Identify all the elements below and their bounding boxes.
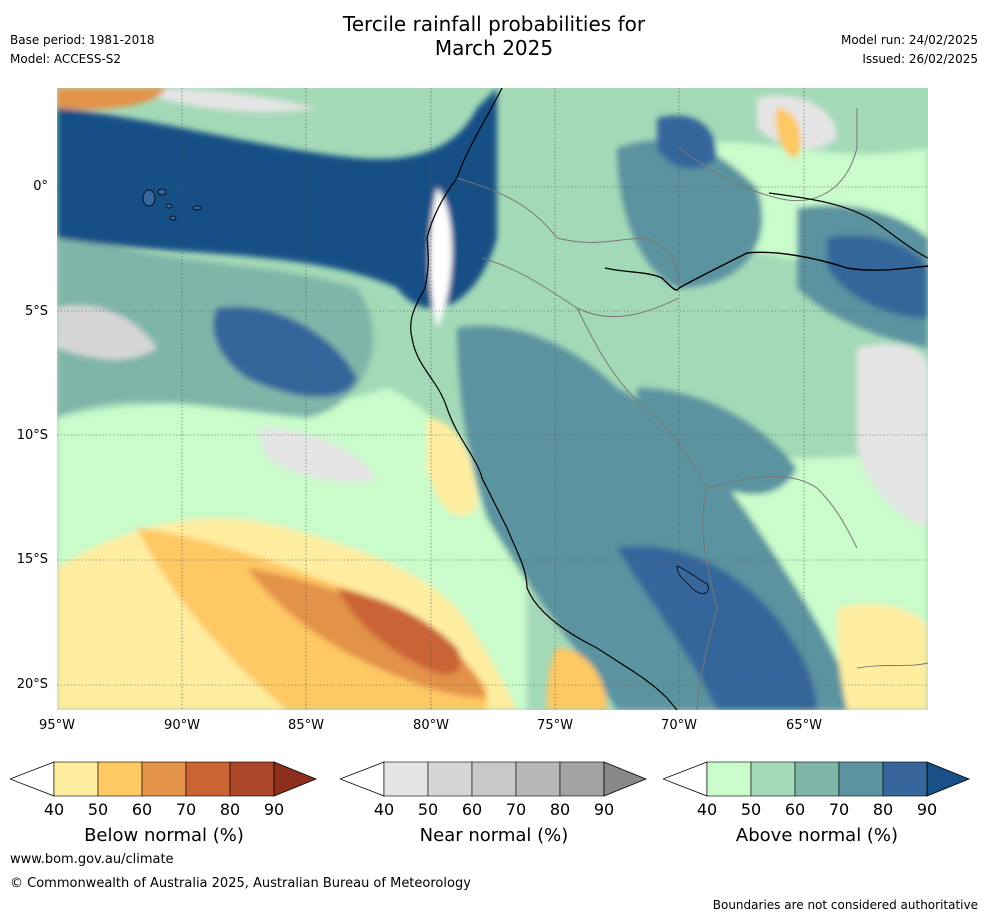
near-normal-tick-90: 90	[593, 800, 615, 819]
above-normal-tick-60: 60	[784, 800, 806, 819]
lon-label-85w: 85°W	[288, 718, 324, 733]
lon-label-65w: 65°W	[786, 718, 822, 733]
lake-titicaca	[676, 565, 709, 594]
below-normal-tick-60: 60	[131, 800, 153, 819]
probability-map[interactable]	[57, 88, 928, 710]
near-normal-tick-50: 50	[417, 800, 439, 819]
near-normal-label: Near normal (%)	[419, 825, 569, 846]
above-normal-tick-70: 70	[828, 800, 850, 819]
near-normal-swatch-2	[427, 761, 473, 797]
above-normal-label: Above normal (%)	[735, 825, 899, 846]
base-period: Base period: 1981-2018	[10, 33, 155, 47]
lon-label-95w: 95°W	[39, 718, 75, 733]
lon-label-80w: 80°W	[413, 718, 449, 733]
near-normal-swatch-1	[383, 761, 429, 797]
below-normal-label: Below normal (%)	[84, 825, 244, 846]
near-normal-swatch-3	[471, 761, 517, 797]
lon-label-75w: 75°W	[537, 718, 573, 733]
below-normal-tick-50: 50	[87, 800, 109, 819]
graticule	[57, 88, 928, 710]
probability-shading	[57, 88, 928, 710]
model-run: Model run: 24/02/2025	[840, 33, 978, 47]
below-normal-colorbar	[10, 761, 318, 797]
above-normal-tick-50: 50	[740, 800, 762, 819]
below-normal-swatch-4	[185, 761, 231, 797]
above-normal-tick-90: 90	[916, 800, 938, 819]
map-title: Tercile rainfall probabilities for March…	[0, 12, 988, 60]
lat-label-15s: 15°S	[16, 552, 48, 567]
title-line-2: March 2025	[434, 36, 554, 60]
near-normal-tick-60: 60	[461, 800, 483, 819]
above-normal-swatch-5	[882, 761, 928, 797]
near-normal-tick-80: 80	[549, 800, 571, 819]
lat-label-10s: 10°S	[16, 428, 48, 443]
above-normal-swatch-1	[706, 761, 752, 797]
above-normal-swatch-3	[794, 761, 840, 797]
below-normal-tick-90: 90	[263, 800, 285, 819]
lon-label-90w: 90°W	[164, 718, 200, 733]
model-name: Model: ACCESS-S2	[10, 52, 122, 66]
lat-label-20s: 20°S	[16, 677, 48, 692]
country-borders	[456, 108, 928, 710]
below-normal-swatch-5	[229, 761, 275, 797]
lat-label-5s: 5°S	[24, 304, 48, 319]
near-normal-high-extend	[603, 761, 648, 797]
below-normal-low-extend	[10, 761, 55, 797]
below-normal-swatch-3	[141, 761, 187, 797]
below-normal-tick-40: 40	[43, 800, 65, 819]
footer-copyright: © Commonwealth of Australia 2025, Austra…	[10, 876, 471, 891]
above-normal-high-extend	[926, 761, 971, 797]
above-normal-tick-40: 40	[696, 800, 718, 819]
above-normal-colorbar	[663, 761, 971, 797]
below-normal-high-extend	[273, 761, 318, 797]
near-normal-swatch-4	[515, 761, 561, 797]
boundaries-disclaimer: Boundaries are not considered authoritat…	[712, 898, 978, 912]
coastline	[410, 88, 678, 710]
near-normal-swatch-5	[559, 761, 605, 797]
near-normal-colorbar	[340, 761, 648, 797]
issued-date: Issued: 26/02/2025	[862, 52, 978, 66]
title-line-1: Tercile rainfall probabilities for	[342, 12, 646, 36]
rio-negro	[768, 192, 928, 259]
map-svg	[57, 88, 928, 710]
meta-right: Model run: 24/02/2025 Issued: 26/02/2025	[841, 31, 978, 69]
lat-label-0: 0°	[33, 179, 48, 194]
galapagos-islands	[142, 188, 202, 221]
above-normal-tick-80: 80	[872, 800, 894, 819]
below-normal-tick-80: 80	[219, 800, 241, 819]
footer-url: www.bom.gov.au/climate	[10, 852, 174, 867]
near-normal-low-extend	[340, 761, 385, 797]
above-normal-swatch-4	[838, 761, 884, 797]
lon-label-70w: 70°W	[661, 718, 697, 733]
near-normal-tick-40: 40	[373, 800, 395, 819]
meta-left: Base period: 1981-2018 Model: ACCESS-S2	[10, 31, 155, 69]
below-normal-swatch-2	[97, 761, 143, 797]
below-normal-tick-70: 70	[175, 800, 197, 819]
below-normal-swatch-1	[53, 761, 99, 797]
above-normal-low-extend	[663, 761, 708, 797]
above-normal-swatch-2	[750, 761, 796, 797]
near-normal-tick-70: 70	[505, 800, 527, 819]
amazon-river	[604, 251, 928, 291]
